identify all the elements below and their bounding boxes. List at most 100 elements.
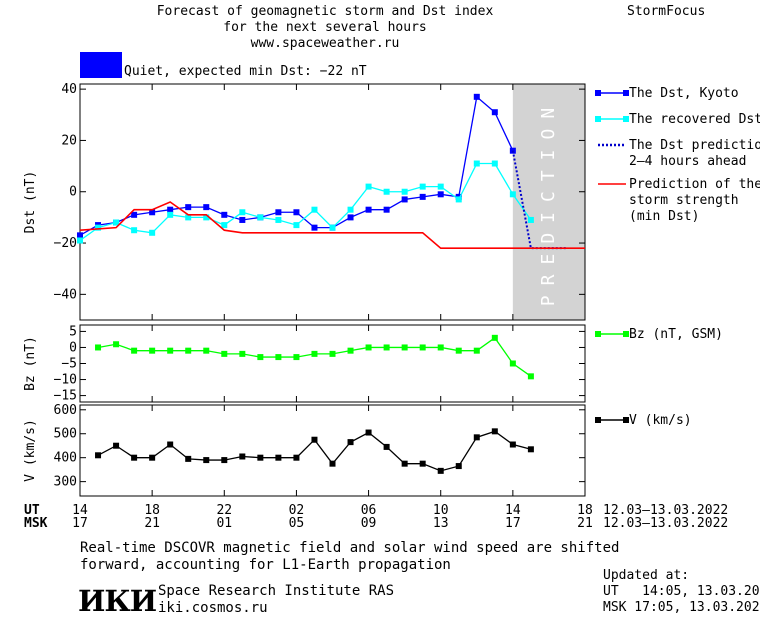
data-point bbox=[149, 209, 156, 216]
data-point bbox=[239, 453, 246, 460]
data-point bbox=[293, 209, 300, 216]
data-point bbox=[527, 373, 534, 380]
data-point bbox=[185, 204, 192, 211]
data-point bbox=[347, 206, 354, 213]
legend-marker bbox=[595, 116, 601, 122]
data-point bbox=[491, 160, 498, 167]
data-point bbox=[509, 191, 516, 198]
data-point bbox=[311, 350, 318, 357]
data-point bbox=[347, 347, 354, 354]
bz-ylabel: Bz (nT) bbox=[23, 336, 38, 391]
legend-label: (min Dst) bbox=[629, 209, 699, 224]
v-ylabel: V (km/s) bbox=[23, 419, 38, 482]
data-point bbox=[383, 188, 390, 195]
legend-marker bbox=[595, 90, 601, 96]
legend-marker bbox=[623, 417, 629, 423]
data-point bbox=[131, 347, 138, 354]
data-point bbox=[257, 214, 264, 221]
data-point bbox=[401, 460, 408, 467]
data-point bbox=[275, 354, 282, 361]
data-point bbox=[167, 347, 174, 354]
updated-ut: UT 14:05, 13.03.2022 bbox=[603, 584, 760, 599]
data-point bbox=[491, 334, 498, 341]
status-text: Quiet, expected min Dst: −22 nT bbox=[124, 64, 367, 79]
dst-forecast-chart: PREDICTION 40 20 0 −20 −40 Dst (nT) The Dst, Ky… bbox=[23, 82, 760, 497]
data-point bbox=[365, 429, 372, 436]
data-point bbox=[455, 347, 462, 354]
data-point bbox=[95, 224, 102, 231]
bz-panel: 50 −5−10−15 Bz (nT) Bz (nT, GSM) bbox=[23, 324, 723, 403]
data-point bbox=[131, 454, 138, 461]
data-point bbox=[275, 454, 282, 461]
prediction-band bbox=[512, 84, 585, 320]
y-tick-label: 5 bbox=[69, 324, 77, 339]
data-point bbox=[311, 436, 318, 443]
data-point bbox=[329, 224, 336, 231]
data-point bbox=[455, 463, 462, 470]
data-point bbox=[419, 183, 426, 190]
legend-label: Prediction of the bbox=[629, 177, 760, 192]
series-dst-1: The recovered Dst bbox=[77, 112, 760, 244]
propagation-note-line1: Real-time DSCOVR magnetic field and sola… bbox=[80, 540, 620, 556]
data-point bbox=[203, 457, 210, 464]
data-point bbox=[203, 214, 210, 221]
y-tick-label: 0 bbox=[69, 340, 77, 355]
data-point bbox=[311, 224, 318, 231]
chart-title-line2: for the next several hours bbox=[223, 20, 427, 35]
data-point bbox=[383, 443, 390, 450]
x-tick-label: 21 bbox=[144, 516, 160, 531]
y-tick-label: 20 bbox=[61, 133, 77, 148]
y-tick-label: −10 bbox=[54, 373, 77, 388]
data-point bbox=[77, 232, 83, 239]
x-tick-label: 09 bbox=[360, 516, 377, 531]
data-point bbox=[221, 457, 228, 464]
data-point bbox=[329, 350, 336, 357]
y-tick-label: 300 bbox=[54, 475, 77, 490]
legend-label: V (km/s) bbox=[629, 413, 692, 428]
data-point bbox=[527, 446, 534, 453]
x-tick-label: 17 bbox=[72, 516, 88, 531]
data-point bbox=[113, 442, 120, 449]
data-point bbox=[239, 216, 246, 223]
y-tick-label: −5 bbox=[61, 357, 77, 372]
data-point bbox=[509, 441, 516, 448]
data-point bbox=[473, 93, 480, 100]
updated-msk: MSK 17:05, 13.03.2022 bbox=[603, 600, 760, 615]
institute-site[interactable]: iki.cosmos.ru bbox=[158, 600, 268, 616]
data-point bbox=[437, 344, 444, 351]
data-point bbox=[77, 237, 83, 244]
data-point bbox=[383, 344, 390, 351]
series-bz-0: Bz (nT, GSM) bbox=[95, 327, 723, 380]
ut-date-range: 12.03–13.03.2022 bbox=[603, 503, 729, 518]
brand-label: StormFocus bbox=[627, 4, 706, 19]
x-tick-label: 02 bbox=[288, 503, 305, 518]
status-color-swatch bbox=[80, 52, 122, 78]
data-point bbox=[149, 347, 156, 354]
data-point bbox=[419, 193, 426, 200]
data-point bbox=[167, 206, 174, 213]
data-point bbox=[113, 219, 120, 226]
x-tick-label: 06 bbox=[360, 503, 377, 518]
data-point bbox=[203, 347, 210, 354]
data-point bbox=[257, 454, 264, 461]
data-point bbox=[131, 227, 138, 234]
data-point bbox=[275, 216, 282, 223]
x-tick-label: 05 bbox=[288, 516, 305, 531]
data-point bbox=[275, 209, 282, 216]
x-tick-label: 13 bbox=[432, 516, 449, 531]
y-tick-label: −40 bbox=[54, 287, 77, 302]
legend-marker bbox=[623, 331, 629, 337]
data-point bbox=[383, 206, 390, 213]
legend-label: storm strength bbox=[629, 193, 739, 208]
iki-logo: ИКИ bbox=[78, 584, 157, 618]
updated-label: Updated at: bbox=[603, 568, 690, 583]
data-point bbox=[95, 452, 102, 459]
data-point bbox=[293, 454, 300, 461]
source-url[interactable]: www.spaceweather.ru bbox=[250, 36, 400, 51]
data-point bbox=[221, 211, 228, 218]
legend-marker bbox=[623, 116, 629, 122]
x-tick-label: 14 bbox=[505, 503, 521, 518]
data-point bbox=[473, 434, 480, 441]
x-tick-label: 22 bbox=[216, 503, 233, 518]
